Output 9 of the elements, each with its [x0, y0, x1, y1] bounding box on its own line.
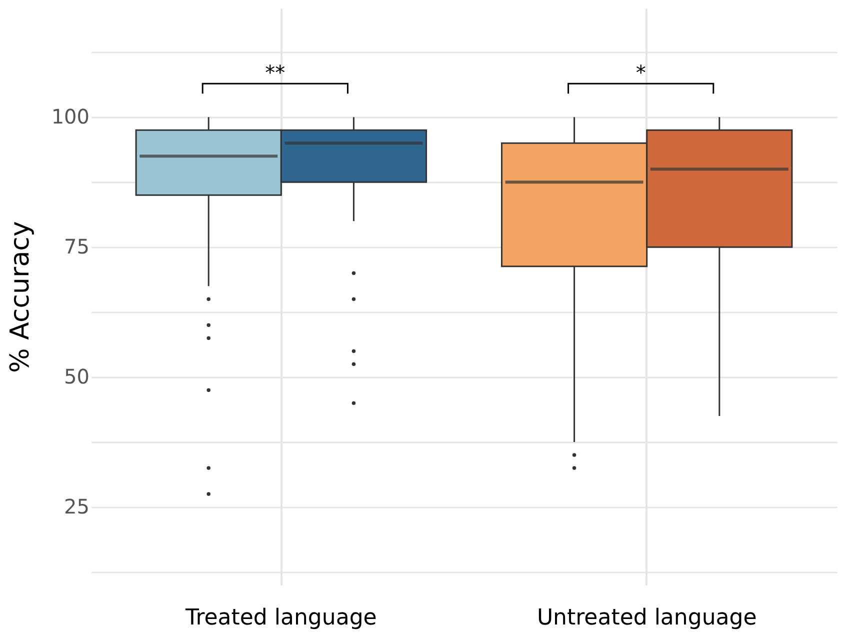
y-tick-label: 25 [64, 494, 90, 519]
y-tick-label: 50 [64, 364, 90, 389]
y-tick-label: 75 [64, 234, 90, 259]
x-tick-label: Treated language [184, 606, 377, 630]
x-tick-label: Untreated language [536, 606, 757, 630]
annotation: ** [265, 60, 286, 85]
y-axis-title: % Accuracy [5, 221, 36, 373]
y-tick-label: 100 [51, 104, 90, 129]
annotation: * [636, 60, 646, 85]
